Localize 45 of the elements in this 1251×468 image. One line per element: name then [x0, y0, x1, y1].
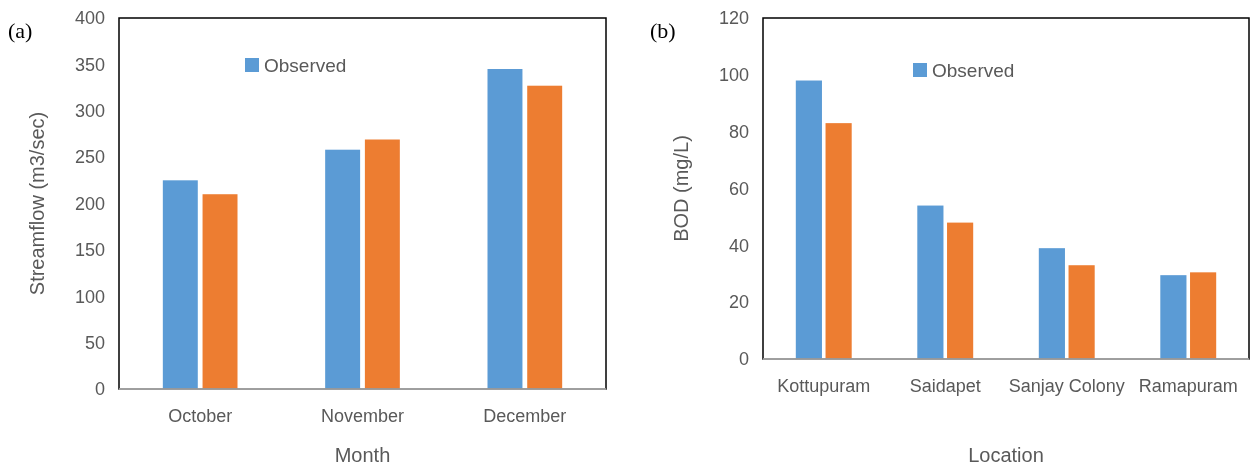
bar: [917, 205, 944, 359]
bar: [947, 222, 974, 359]
bar: [1068, 265, 1095, 359]
x-tick-label: October: [168, 406, 233, 426]
y-tick-label: 50: [84, 332, 105, 353]
bar: [487, 69, 523, 389]
x-tick-label: Sanjay Colony: [1008, 376, 1125, 396]
legend-label: Observed: [264, 55, 347, 76]
bar: [1160, 275, 1187, 359]
x-tick-label: November: [320, 406, 405, 426]
y-tick-label: 100: [74, 286, 105, 307]
y-tick-label: 300: [74, 101, 105, 122]
bar: [162, 180, 198, 389]
y-tick-label: 60: [728, 178, 749, 199]
x-tick-label: Kottupuram: [777, 376, 871, 396]
bar: [825, 123, 852, 359]
y-axis-title: Streamflow (m3/sec): [26, 111, 48, 296]
bar: [795, 80, 822, 359]
x-tick-label: December: [483, 406, 567, 426]
x-axis-title: Month: [334, 444, 391, 466]
y-tick-label: 0: [738, 349, 749, 370]
y-tick-label: 80: [728, 121, 749, 142]
legend-label: Observed: [932, 60, 1015, 81]
x-tick-label: Ramapuram: [1138, 376, 1238, 396]
y-tick-label: 350: [74, 54, 105, 75]
y-tick-label: 150: [74, 240, 105, 261]
bar: [1190, 272, 1217, 359]
bar: [364, 139, 400, 389]
x-axis-title: Location: [968, 444, 1044, 466]
text: (a): [8, 18, 33, 43]
y-tick-label: 100: [718, 65, 749, 86]
bar: [527, 85, 563, 389]
y-tick-label: 120: [718, 8, 749, 29]
y-tick-label: 0: [94, 379, 105, 400]
y-tick-label: 200: [74, 193, 105, 214]
bar: [325, 149, 361, 389]
y-tick-label: 20: [728, 292, 749, 313]
y-tick-label: 250: [74, 147, 105, 168]
bar: [202, 194, 238, 389]
bar: [1038, 248, 1065, 359]
y-axis-title: BOD (mg/L): [670, 135, 692, 242]
text: (b): [650, 18, 676, 43]
x-tick-label: Saidapet: [909, 376, 981, 396]
y-tick-label: 400: [74, 8, 105, 29]
y-tick-label: 40: [728, 235, 749, 256]
